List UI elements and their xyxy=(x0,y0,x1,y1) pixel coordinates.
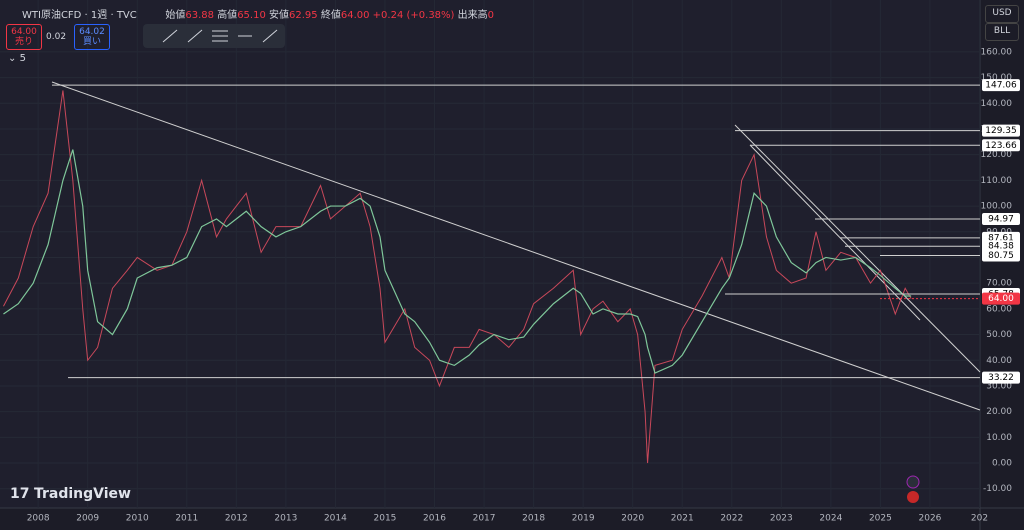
y-tick-label: 30.00 xyxy=(986,381,1012,391)
toolbar-icons xyxy=(162,29,278,43)
level-label: 80.75 xyxy=(988,251,1014,261)
label: 終値 xyxy=(320,10,341,21)
indicators-toggle[interactable]: ⌄ 5 xyxy=(8,53,26,64)
y-tick-label: 140.00 xyxy=(981,99,1013,109)
label: 出来高 xyxy=(457,10,488,21)
level-tag xyxy=(982,79,1020,92)
y-tick-label: 60.00 xyxy=(986,304,1012,314)
x-tick-label: 2012 xyxy=(225,514,248,524)
last-price-tag xyxy=(982,292,1020,305)
level-label: 87.61 xyxy=(988,233,1014,243)
level-tag xyxy=(982,139,1020,152)
y-tick-label: 150.00 xyxy=(981,73,1013,83)
x-tick-label: 2008 xyxy=(27,514,50,524)
x-tick-label: 2016 xyxy=(423,514,446,524)
icon xyxy=(187,29,203,43)
symbol: WTI原油CFD · 1週 · TVC xyxy=(22,10,137,21)
level-label: 129.35 xyxy=(985,126,1017,136)
y-tick-label: 120.00 xyxy=(981,150,1013,160)
level-tag xyxy=(982,371,1020,384)
x-tick-label: 2025 xyxy=(869,514,892,524)
currency[interactable]: USD xyxy=(985,5,1019,23)
buy-button[interactable]: 64.02 買い xyxy=(74,24,110,50)
x-tick-label: 2022 xyxy=(720,514,743,524)
count: 5 xyxy=(19,53,26,64)
y-tick-label: 110.00 xyxy=(981,176,1013,186)
x-tick-label: 2013 xyxy=(274,514,297,524)
event-icon[interactable] xyxy=(907,491,919,503)
icon xyxy=(162,29,178,43)
price: 64.02 xyxy=(79,27,105,37)
y-tick-label: 100.00 xyxy=(981,202,1013,212)
x-tick-label: 2026 xyxy=(919,514,942,524)
x-tick-label: 2014 xyxy=(324,514,347,524)
value: 62.95 xyxy=(289,10,318,21)
y-tick-label: 70.00 xyxy=(986,279,1012,289)
icon xyxy=(262,29,278,43)
price-line xyxy=(3,149,912,374)
value: 63.88 xyxy=(185,10,214,21)
x-tick-label: 2011 xyxy=(175,514,198,524)
value: 65.10 xyxy=(237,10,266,21)
label: 安値 xyxy=(269,10,290,21)
x-tick-label: 2009 xyxy=(76,514,99,524)
level-label: 94.97 xyxy=(988,215,1014,225)
y-tick-label: 20.00 xyxy=(986,407,1012,417)
y-tick-label: 0.00 xyxy=(992,459,1012,469)
logo: TradingView xyxy=(34,486,131,502)
y-tick-label: -10.00 xyxy=(983,484,1012,494)
x-tick-label: 2021 xyxy=(671,514,694,524)
x-tick-label: 2017 xyxy=(473,514,496,524)
logo-icon: 17 xyxy=(10,486,29,502)
x-tick-label: 2018 xyxy=(522,514,545,524)
x-tick-label: 2015 xyxy=(374,514,397,524)
label: 売り xyxy=(14,37,33,47)
label: 始値 xyxy=(165,10,186,21)
x-tick-label: 2019 xyxy=(572,514,595,524)
level-label: 123.66 xyxy=(985,141,1017,151)
spread: 0.02 xyxy=(46,32,67,42)
level-label: 147.06 xyxy=(985,81,1017,91)
trendline xyxy=(749,144,921,321)
label: 買い xyxy=(82,37,101,47)
y-tick-label: 10.00 xyxy=(986,433,1012,443)
level-tag xyxy=(982,249,1020,262)
change: +0.24 (+0.38%) xyxy=(372,10,455,21)
x-tick-label: 2020 xyxy=(621,514,644,524)
x-tick-label: 2024 xyxy=(819,514,842,524)
y-tick-label: 40.00 xyxy=(986,356,1012,366)
level-label: 84.38 xyxy=(988,242,1014,252)
x-tick-label: 202 xyxy=(971,514,988,524)
trendline xyxy=(51,81,981,411)
y-tick-label: 160.00 xyxy=(981,47,1013,57)
level-tag xyxy=(982,124,1020,137)
sell-button[interactable]: 64.00 売り xyxy=(6,24,42,50)
label: 高値 xyxy=(217,10,238,21)
y-tick-label: 50.00 xyxy=(986,330,1012,340)
level-label: 33.22 xyxy=(988,373,1014,383)
level-tag xyxy=(982,213,1020,226)
level-tag xyxy=(982,240,1020,253)
value: 0 xyxy=(487,10,495,21)
price: 64.00 xyxy=(11,27,37,37)
x-tick-label: 2023 xyxy=(770,514,793,524)
last-price-label: 64.00 xyxy=(988,294,1014,304)
trendlines xyxy=(51,81,981,411)
unit[interactable]: BLL xyxy=(985,23,1019,41)
trendline xyxy=(734,124,981,373)
plot-bg xyxy=(0,0,980,508)
event-icon[interactable] xyxy=(906,475,920,489)
x-tick-label: 2010 xyxy=(126,514,149,524)
price-line xyxy=(3,90,912,464)
legend: WTI原油CFD · 1週 · TVC 始値63.88 高値65.10 安値62… xyxy=(22,6,494,21)
value: 64.00 xyxy=(340,10,370,21)
